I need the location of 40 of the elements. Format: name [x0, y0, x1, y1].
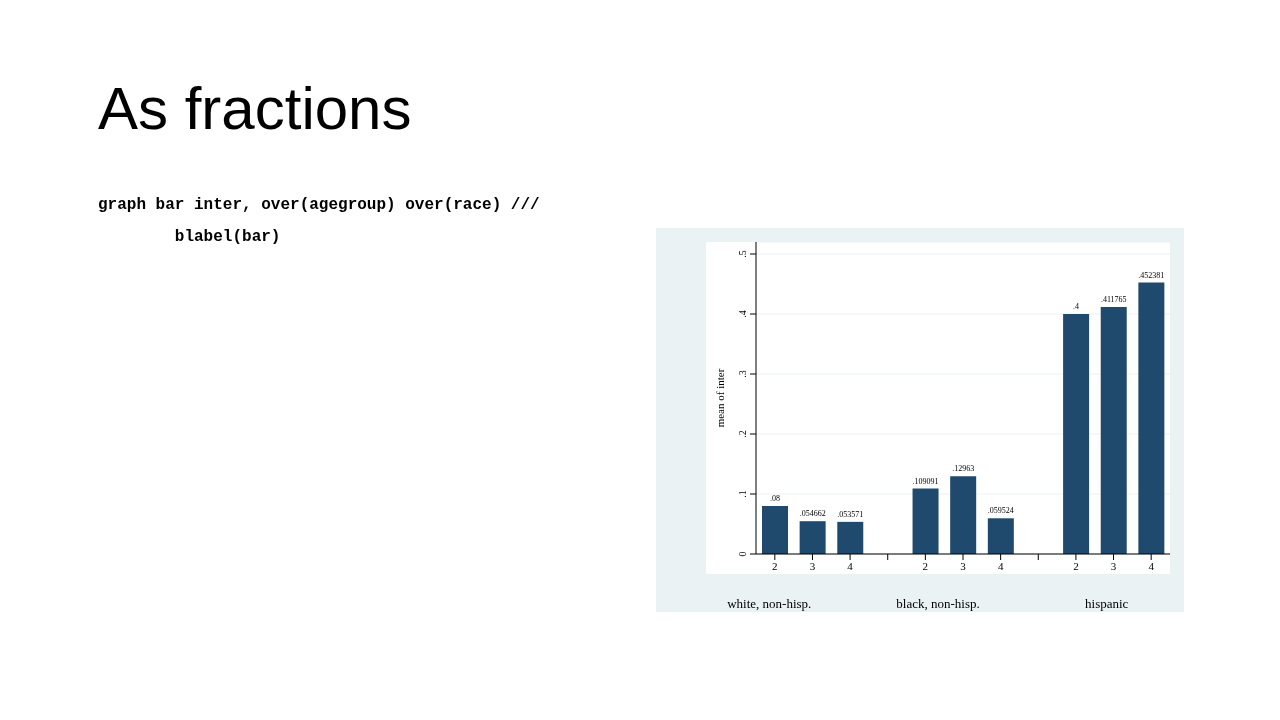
- text: graph bar inter, over(agegroup) over(race) ///: [98, 196, 540, 214]
- bar: [912, 488, 939, 554]
- text: As fractions: [98, 74, 412, 143]
- x-tick-label: 4: [997, 559, 1004, 572]
- bar: [1138, 282, 1165, 554]
- data-label: .054662: [799, 509, 826, 519]
- bar: [950, 476, 977, 554]
- text: black, non-hisp.: [895, 596, 981, 612]
- x-tick-label: 4: [1148, 559, 1155, 572]
- bar: [799, 521, 826, 554]
- bar: [762, 506, 788, 554]
- y-tick-label: .2: [737, 430, 748, 438]
- bar: [1063, 314, 1090, 554]
- data-label: .12963: [952, 464, 975, 474]
- bar: [987, 518, 1014, 554]
- data-label: .109091: [912, 476, 939, 486]
- x-tick-label: 2: [1073, 559, 1079, 572]
- x-tick-label: 2: [922, 559, 929, 572]
- bar: [837, 521, 864, 554]
- data-label: .053571: [837, 509, 864, 519]
- text: blabel(bar): [173, 228, 281, 246]
- text: white, non-hisp.: [726, 596, 813, 612]
- x-tick-label: 3: [1110, 559, 1117, 572]
- y-tick-label: 0: [737, 551, 748, 557]
- y-tick-label: .5: [737, 250, 748, 258]
- x-tick-label: 3: [809, 559, 816, 572]
- x-tick-label: 3: [960, 559, 967, 572]
- y-tick-label: .3: [737, 370, 748, 378]
- x-tick-label: 2: [772, 559, 778, 572]
- data-label: .411765: [1100, 294, 1127, 304]
- x-tick-label: 4: [847, 559, 854, 572]
- text: hispanic: [1084, 596, 1130, 612]
- data-label: .08: [770, 494, 780, 503]
- y-axis-title: mean of inter: [713, 368, 726, 428]
- data-label: .059524: [987, 506, 1014, 516]
- data-label: .4: [1073, 302, 1080, 311]
- y-tick-label: .4: [737, 310, 748, 318]
- data-label: .452381: [1138, 270, 1165, 280]
- bar: [1100, 306, 1127, 554]
- y-tick-label: .1: [737, 490, 748, 498]
